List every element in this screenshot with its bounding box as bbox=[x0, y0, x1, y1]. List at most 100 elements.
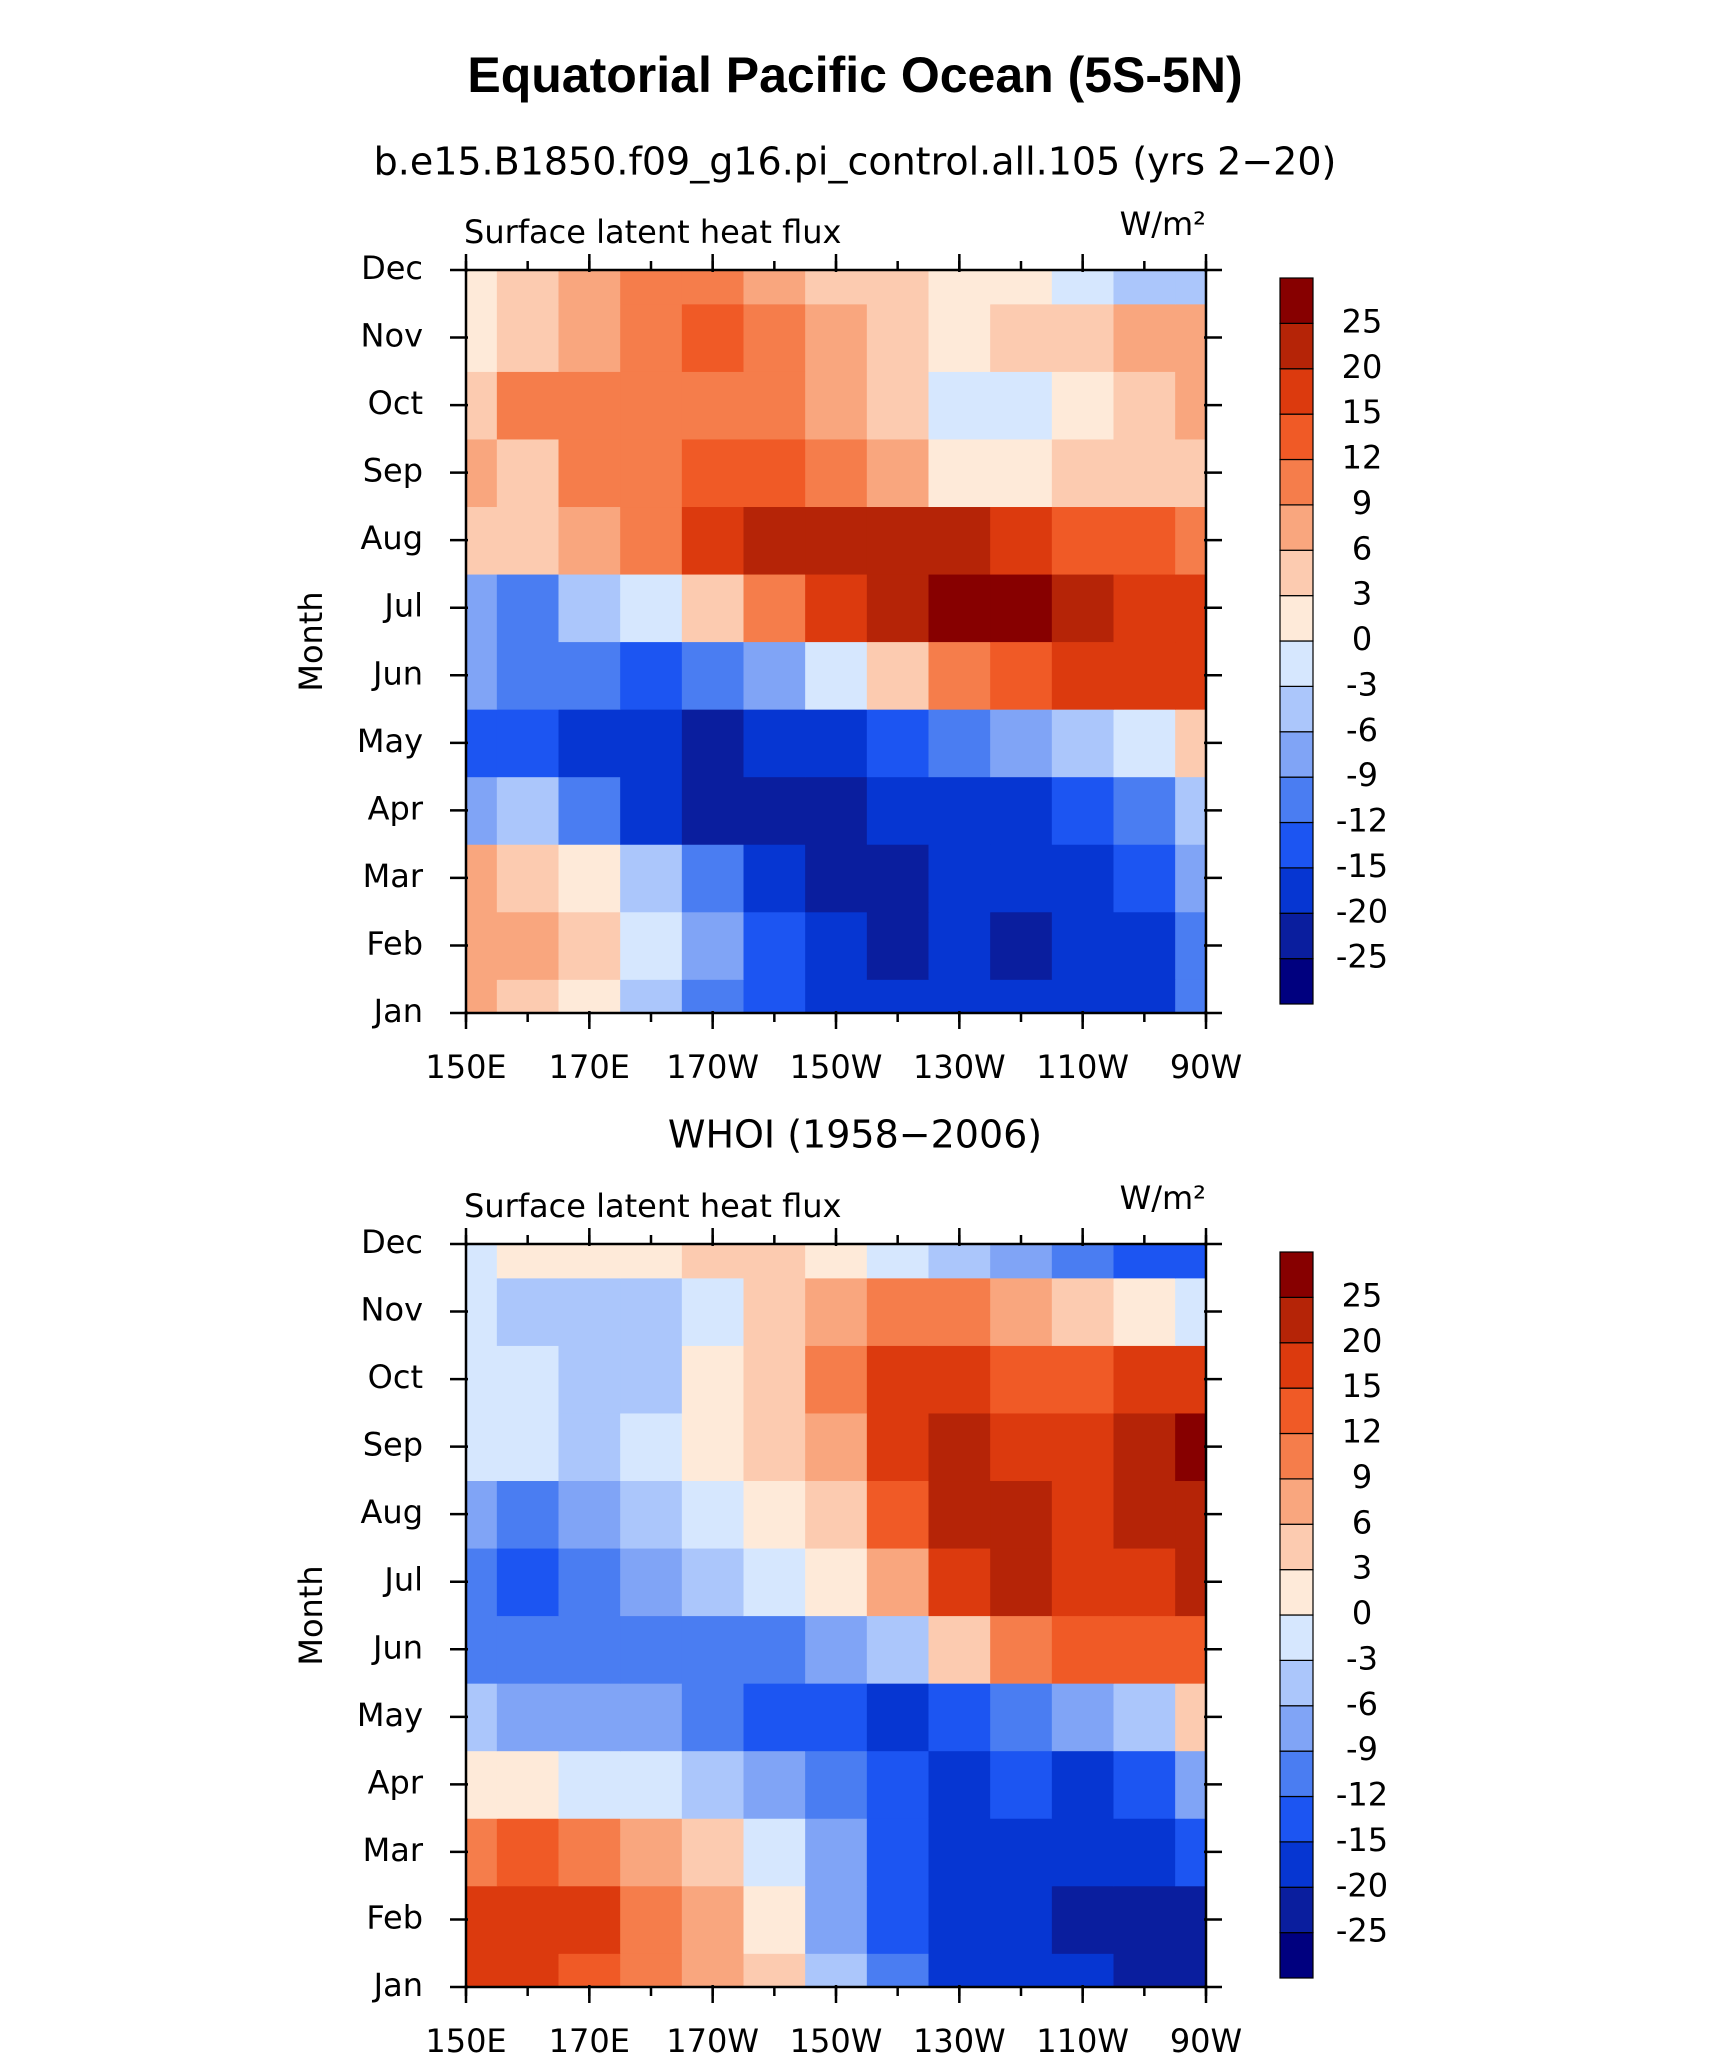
cell bbox=[1051, 1953, 1115, 1988]
cell bbox=[496, 270, 560, 305]
cell bbox=[928, 573, 991, 643]
cell bbox=[928, 1547, 991, 1617]
cell bbox=[1175, 506, 1207, 575]
cell bbox=[681, 641, 745, 710]
cell bbox=[1051, 1547, 1115, 1617]
y-tick-label: Apr bbox=[368, 1763, 424, 1801]
colorbar-label: 3 bbox=[1352, 575, 1372, 613]
cell bbox=[866, 1277, 930, 1346]
y-tick-label: Dec bbox=[361, 1223, 423, 1261]
cell bbox=[805, 1750, 868, 1819]
cell bbox=[1175, 371, 1207, 440]
cell bbox=[805, 1547, 868, 1617]
colorbar-label: 12 bbox=[1342, 1413, 1383, 1451]
colorbar-label: 0 bbox=[1352, 1594, 1372, 1632]
y-tick-label: Oct bbox=[368, 1358, 423, 1396]
cell bbox=[1175, 1277, 1207, 1346]
cell bbox=[990, 1412, 1053, 1482]
colorbar-box bbox=[1279, 1251, 1314, 1298]
cell bbox=[681, 506, 745, 575]
cell bbox=[928, 1345, 991, 1414]
cell bbox=[558, 641, 621, 710]
cell bbox=[620, 844, 683, 913]
cell bbox=[743, 1480, 806, 1549]
cell bbox=[743, 1818, 806, 1887]
cell bbox=[805, 1615, 868, 1684]
cell bbox=[1051, 1244, 1115, 1279]
x-tick-label: 110W bbox=[1036, 2022, 1129, 2060]
cell bbox=[866, 1480, 930, 1549]
cell bbox=[1113, 911, 1176, 980]
cell bbox=[928, 1412, 991, 1482]
cell bbox=[496, 1277, 560, 1346]
cell bbox=[466, 1885, 498, 1954]
cell bbox=[1175, 641, 1207, 710]
cell bbox=[681, 1818, 745, 1887]
cell bbox=[620, 911, 683, 980]
cell bbox=[1113, 371, 1176, 440]
cell bbox=[866, 1683, 930, 1752]
x-tick-label: 90W bbox=[1170, 2022, 1242, 2060]
cell bbox=[866, 641, 930, 710]
cell bbox=[990, 438, 1053, 508]
cell bbox=[620, 1345, 683, 1414]
colorbar-label: 9 bbox=[1352, 1458, 1372, 1496]
y-tick-label: Jun bbox=[371, 1628, 423, 1666]
cell bbox=[866, 1547, 930, 1617]
chart-title: WHOI (1958−2006) bbox=[668, 1113, 1042, 1157]
cell bbox=[1175, 1345, 1207, 1414]
cell bbox=[681, 776, 745, 845]
cell bbox=[743, 1615, 806, 1684]
cell bbox=[681, 1750, 745, 1819]
cell bbox=[1175, 1244, 1207, 1279]
y-axis-label: Month bbox=[292, 591, 330, 691]
colorbar-label: -3 bbox=[1346, 665, 1378, 703]
colorbar-box bbox=[1279, 458, 1314, 506]
cell bbox=[496, 1953, 560, 1988]
cell bbox=[681, 844, 745, 913]
cell bbox=[743, 1412, 806, 1482]
colorbar-box bbox=[1279, 1296, 1314, 1344]
cell bbox=[466, 1953, 498, 1988]
colorbar-label: 6 bbox=[1352, 1503, 1372, 1541]
cell bbox=[928, 1750, 991, 1819]
cell bbox=[805, 844, 868, 913]
cell bbox=[1051, 911, 1115, 980]
cell bbox=[928, 1480, 991, 1549]
cell bbox=[681, 1480, 745, 1549]
cell bbox=[1113, 506, 1176, 575]
cell bbox=[1051, 438, 1115, 508]
cell bbox=[496, 844, 560, 913]
cell bbox=[743, 270, 806, 305]
cell bbox=[496, 1683, 560, 1752]
cell bbox=[805, 303, 868, 372]
cell bbox=[866, 776, 930, 845]
cell bbox=[1113, 1953, 1176, 1988]
colorbar-box bbox=[1279, 1478, 1314, 1525]
colorbar-label: -15 bbox=[1336, 847, 1388, 885]
cell bbox=[1175, 270, 1207, 305]
cell bbox=[990, 709, 1053, 778]
colorbar-label: -6 bbox=[1346, 711, 1378, 749]
cell bbox=[466, 979, 498, 1014]
cell bbox=[990, 979, 1053, 1014]
cell bbox=[496, 641, 560, 710]
cell bbox=[681, 438, 745, 508]
x-tick-label: 150E bbox=[425, 1048, 506, 1086]
cell bbox=[928, 641, 991, 710]
cell bbox=[466, 1547, 498, 1617]
cell bbox=[928, 303, 991, 372]
cell bbox=[990, 1683, 1053, 1752]
cell bbox=[496, 1885, 560, 1954]
cell bbox=[1051, 1345, 1115, 1414]
cell bbox=[620, 1885, 683, 1954]
cell bbox=[496, 1244, 560, 1279]
cell bbox=[743, 303, 806, 372]
cell bbox=[1175, 776, 1207, 845]
cell bbox=[558, 506, 621, 575]
cell bbox=[1051, 1683, 1115, 1752]
y-tick-label: May bbox=[357, 722, 423, 760]
cell bbox=[743, 641, 806, 710]
cell bbox=[805, 1345, 868, 1414]
